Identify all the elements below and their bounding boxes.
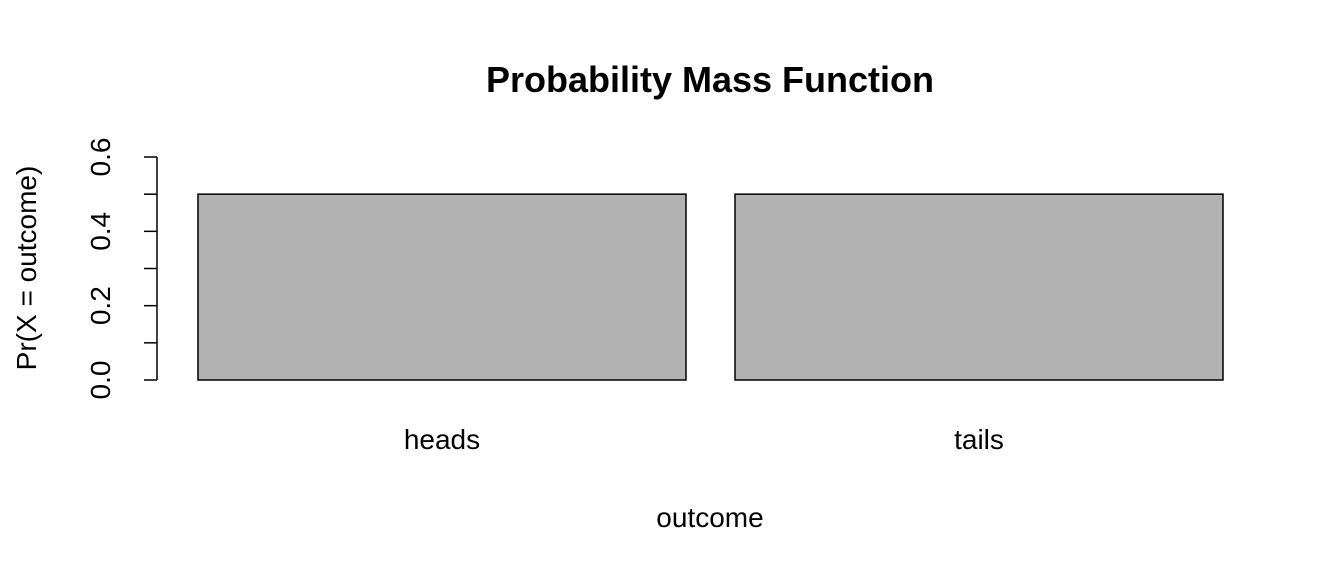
y-axis-title: Pr(X = outcome) (11, 166, 42, 371)
chart-title: Probability Mass Function (486, 59, 934, 100)
bar-tails (734, 193, 1224, 381)
y-axis-tick-label: 0.4 (85, 212, 116, 251)
bar-heads (197, 193, 687, 381)
x-axis-tick-label-tails: tails (954, 424, 1004, 455)
y-axis-tick-label: 0.2 (85, 286, 116, 325)
x-axis-tick-label-heads: heads (404, 424, 480, 455)
x-axis-tick-labels: heads tails (404, 424, 1004, 455)
y-axis-tick-label: 0.6 (85, 138, 116, 177)
x-axis-title: outcome (656, 502, 763, 533)
bars (197, 193, 1224, 381)
y-axis: 0.0 0.2 0.4 0.6 (85, 138, 158, 400)
y-axis-tick-label: 0.0 (85, 361, 116, 400)
